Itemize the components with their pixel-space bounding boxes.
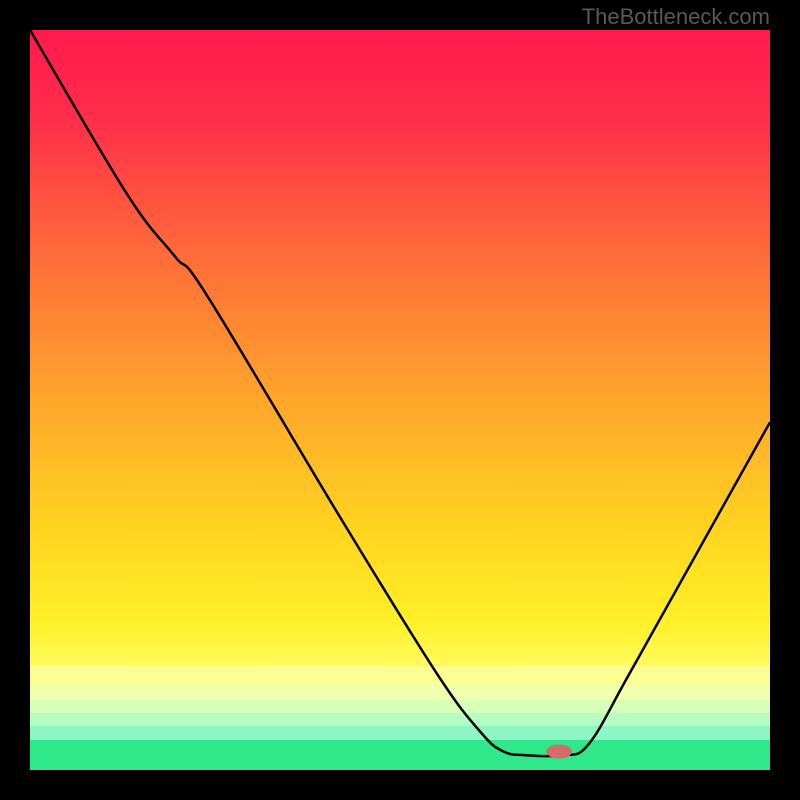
bottleneck-chart [30, 30, 770, 770]
watermark-label: TheBottleneck.com [582, 4, 770, 30]
optimum-marker [546, 745, 572, 759]
curve-layer [30, 30, 770, 770]
bottleneck-curve [30, 30, 770, 756]
